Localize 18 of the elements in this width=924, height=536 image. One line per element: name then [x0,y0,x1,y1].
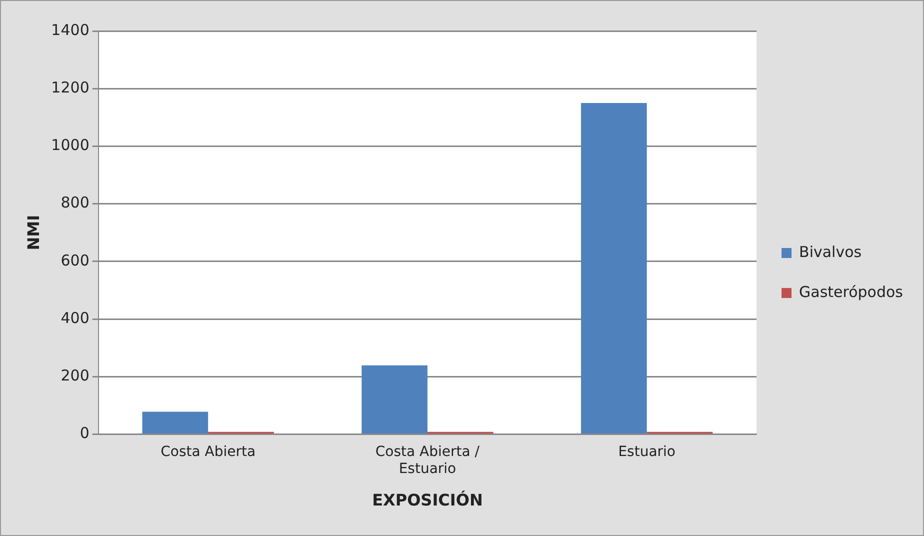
x-tick-label: Costa Abierta [160,444,256,460]
y-tick-label: 200 [60,366,90,384]
x-tick-label: Estuario [618,444,676,460]
bar [581,103,647,434]
bar [362,365,428,434]
x-tick-label: Costa Abierta / Estuario [375,444,480,478]
legend-label: Bivalvos [799,242,862,261]
y-tick-label: 800 [60,194,90,212]
y-tick-label: 1400 [51,20,90,39]
y-tick-label: 600 [60,251,90,270]
y-tick-label: 400 [60,308,90,327]
y-axis-title: NMI [24,214,43,250]
y-tick-label: 1000 [51,136,90,154]
y-tick-label: 0 [80,424,90,442]
x-axis-title: EXPOSICIÓN [372,490,483,510]
legend-label: Gasterópodos [799,282,904,301]
y-tick-label: 1200 [51,78,90,96]
bar [142,412,208,434]
